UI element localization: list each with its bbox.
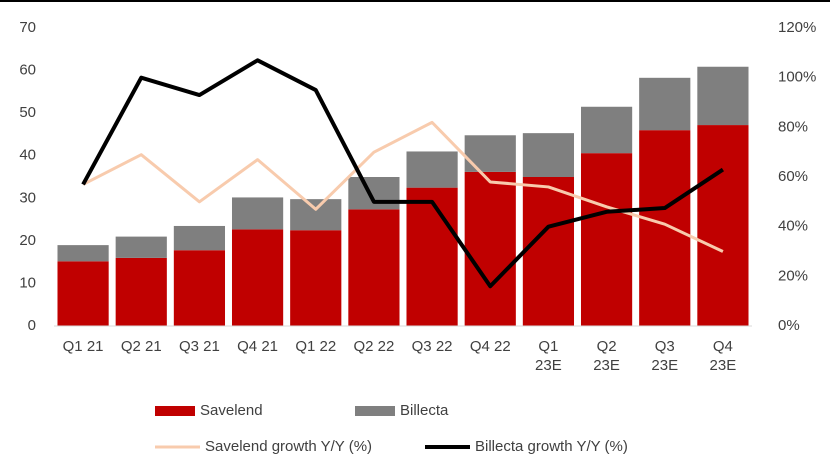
x-tick-label: Q1 23E (535, 338, 562, 374)
bar-segment (464, 135, 516, 172)
bar-segment (290, 199, 342, 231)
bar-segment (348, 177, 400, 210)
bar-segment (173, 250, 226, 326)
y2-tick-label: 120% (778, 19, 816, 36)
bar-segment (639, 77, 691, 131)
x-tick-label: Q2 23E (593, 338, 620, 374)
legend-label: Billecta growth Y/Y (%) (475, 438, 628, 455)
legend-swatch (155, 406, 195, 416)
bar-segment (697, 125, 749, 326)
bar-segment (115, 257, 167, 326)
x-tick-label: Q4 21 (237, 338, 279, 355)
bar-segment (57, 245, 109, 262)
y-tick-label: 50 (19, 104, 36, 121)
bar-segment (464, 171, 516, 326)
bar-segment (522, 177, 575, 326)
bar-segment (580, 153, 633, 326)
x-tick-label: Q3 23E (651, 338, 679, 374)
y2-tick-label: 0% (778, 317, 800, 334)
bar-segment (57, 261, 109, 326)
y2-tick-label: 40% (778, 218, 808, 235)
bar-segment (231, 197, 284, 230)
y-tick-label: 70 (19, 19, 36, 36)
bar-segment (406, 151, 458, 188)
bar-segment (231, 229, 284, 326)
x-tick-label: Q1 21 (62, 338, 104, 355)
bar-segment (348, 209, 400, 326)
y-tick-label: 40 (19, 147, 36, 164)
y-tick-label: 20 (19, 232, 36, 249)
y-tick-label: 10 (19, 274, 36, 291)
y-tick-label: 30 (19, 189, 36, 206)
y2-tick-label: 20% (778, 267, 808, 284)
legend-label: Savelend (200, 402, 263, 419)
bar-segment (697, 66, 749, 126)
legend-label: Billecta (400, 402, 449, 419)
x-tick-label: Q3 21 (178, 338, 220, 355)
x-tick-label: Q4 23E (709, 338, 737, 374)
legend-label: Savelend growth Y/Y (%) (205, 438, 372, 455)
x-tick-label: Q2 22 (353, 338, 395, 355)
y-tick-label: 0 (28, 317, 36, 334)
legend-swatch (355, 406, 395, 416)
x-tick-label: Q4 22 (469, 338, 511, 355)
bar-segment (115, 236, 167, 258)
bar-segment (580, 106, 633, 154)
line-series (81, 58, 725, 289)
y2-tick-label: 100% (778, 69, 816, 86)
bar-segment (522, 133, 575, 177)
y-tick-label: 60 (19, 62, 36, 79)
x-tick-label: Q1 22 (295, 338, 337, 355)
y2-tick-label: 80% (778, 118, 808, 135)
bar-segment (173, 225, 226, 251)
x-tick-label: Q2 21 (120, 338, 162, 355)
y2-tick-label: 60% (778, 168, 808, 185)
bar-segment (639, 130, 691, 326)
bar-segment (290, 230, 342, 326)
x-tick-label: Q3 22 (411, 338, 453, 355)
bar-segment (406, 187, 458, 326)
